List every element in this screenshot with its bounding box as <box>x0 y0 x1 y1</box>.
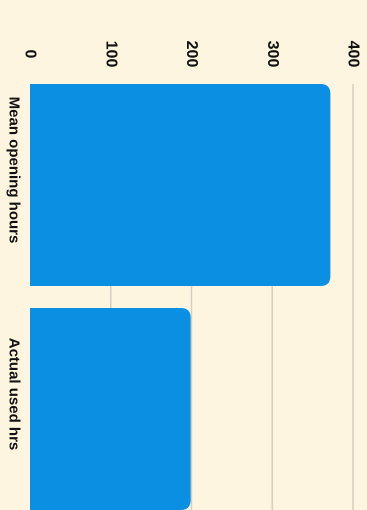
tick-label-200: 200 <box>183 41 200 68</box>
bar-2 <box>30 308 191 510</box>
category-label-2: Actual used hrs <box>6 338 23 451</box>
category-label-1: Mean opening hours <box>6 97 23 244</box>
tick-labels: 0 100 200 300 400 <box>22 41 362 68</box>
bar-1 <box>30 84 331 286</box>
bars <box>30 84 331 510</box>
tick-label-300: 300 <box>264 41 281 68</box>
tick-label-400: 400 <box>345 41 362 68</box>
category-labels: Mean opening hours Actual used hrs <box>6 97 23 451</box>
tick-label-100: 100 <box>102 41 119 68</box>
tick-label-0: 0 <box>22 50 39 59</box>
